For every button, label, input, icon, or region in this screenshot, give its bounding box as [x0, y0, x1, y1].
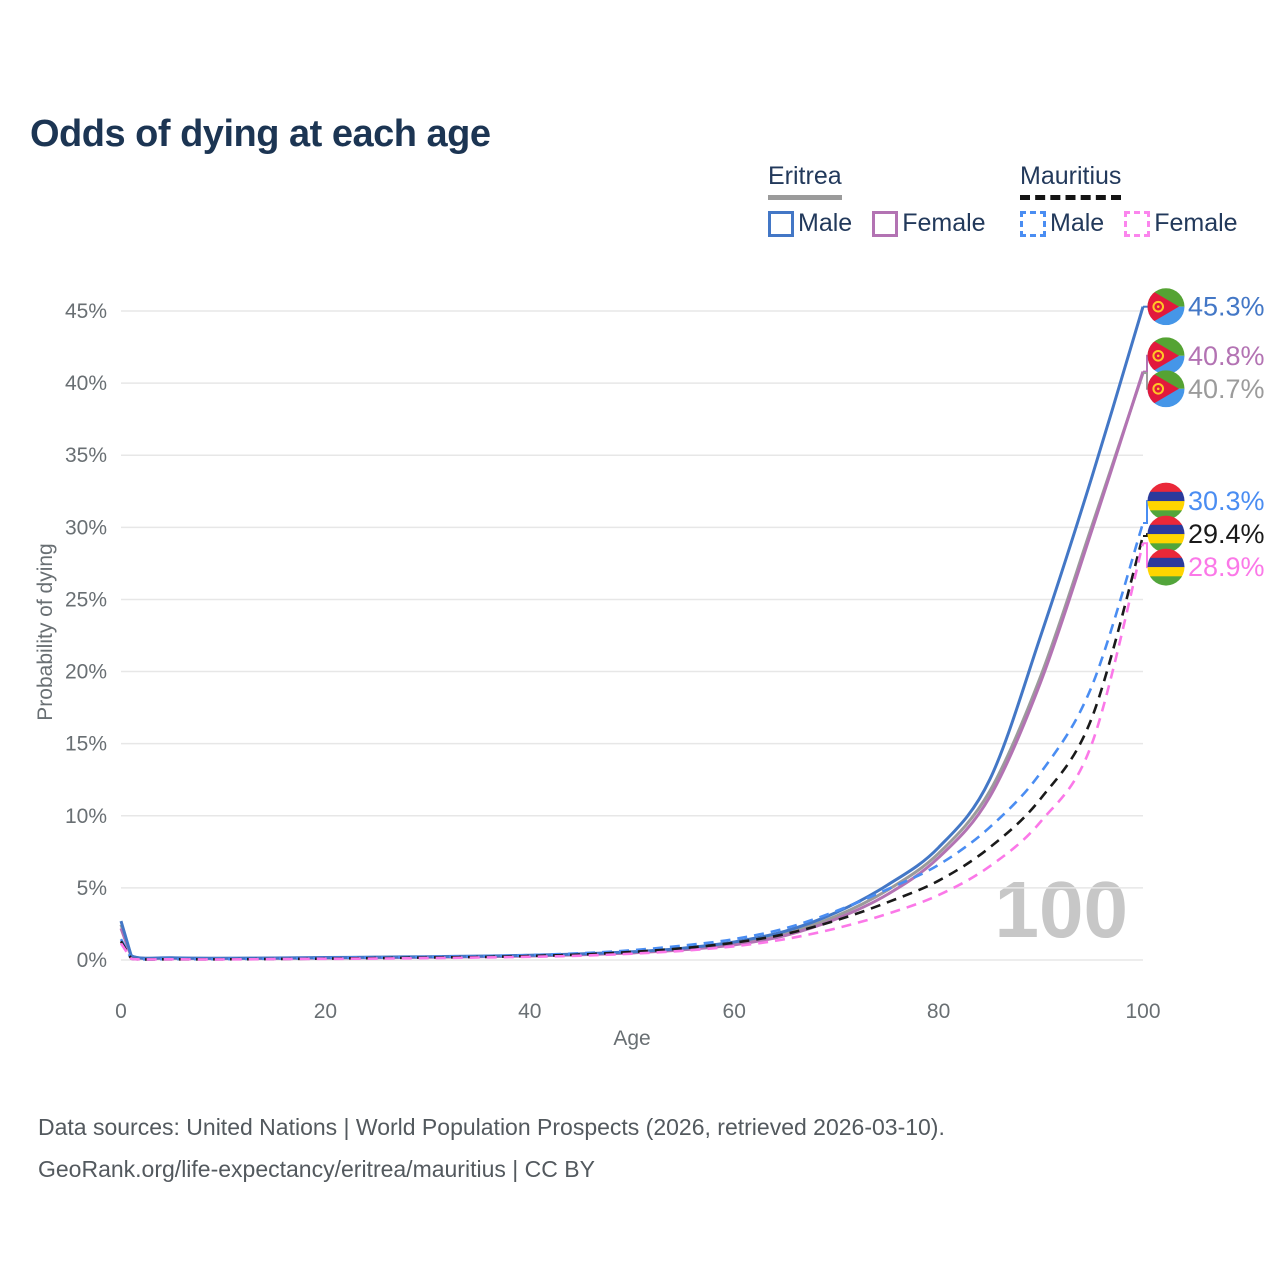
y-tick-label: 30% [65, 516, 107, 539]
mauritius-male-line-swatch-icon [1020, 210, 1046, 237]
eritrea-male-line-swatch-icon [768, 210, 794, 237]
y-tick-label: 25% [65, 588, 107, 611]
x-tick-label: 80 [927, 1000, 950, 1023]
x-tick-label: 60 [723, 1000, 746, 1023]
series-line-eritrea [119, 372, 1145, 960]
legend-eritrea-female-label: Female [902, 209, 986, 237]
y-tick-label: 45% [65, 300, 107, 323]
flag-icon-eritrea [1147, 288, 1185, 326]
legend-mauritius-male-label: Male [1050, 209, 1105, 237]
mauritius-female-line-swatch-icon [1124, 210, 1151, 237]
flag-icon-mauritius [1147, 548, 1185, 586]
series-line-mauritius-female [119, 542, 1145, 961]
page-title: Odds of dying at each age [30, 113, 491, 156]
end-value-label-mauritius: 29.4% [1188, 519, 1265, 549]
footer-source-line: Data sources: United Nations | World Pop… [38, 1114, 945, 1140]
eritrea-female-line-swatch-icon [872, 210, 899, 237]
x-axis-title: Age [613, 1027, 651, 1050]
legend-mauritius-label: Mauritius [1020, 162, 1122, 200]
y-tick-label: 10% [65, 805, 107, 828]
x-tick-label: 20 [314, 1000, 337, 1023]
legend-eritrea-label: Eritrea [768, 162, 842, 200]
flag-icon-mauritius [1147, 515, 1185, 553]
series-line-eritrea-female [119, 371, 1145, 961]
legend-mauritius-male[interactable]: Male [1020, 209, 1104, 238]
end-label-connector [1143, 372, 1150, 390]
footer: Data sources: United Nations | World Pop… [38, 1106, 945, 1190]
y-tick-label: 20% [65, 661, 107, 684]
end-value-label-mauritius-male: 30.3% [1188, 486, 1265, 516]
legend-eritrea-male[interactable]: Male [768, 209, 852, 238]
age-counter-watermark: 100 [994, 865, 1128, 954]
legend-mauritius-items: Male Female [1020, 209, 1258, 242]
end-value-label-eritrea-male: 45.3% [1188, 292, 1265, 322]
end-label-connector [1143, 542, 1150, 569]
flag-icon-mauritius [1147, 482, 1185, 520]
x-tick-label: 100 [1125, 1000, 1160, 1023]
y-tick-label: 40% [65, 372, 107, 395]
end-value-label-eritrea: 40.7% [1188, 374, 1265, 404]
legend-mauritius-female[interactable]: Female [1124, 209, 1238, 238]
end-label-connector [1143, 354, 1150, 373]
y-tick-label: 15% [65, 733, 107, 756]
y-tick-label: 5% [77, 877, 107, 900]
legend-mauritius-female-label: Female [1154, 209, 1238, 237]
legend-eritrea-items: Male Female [768, 209, 1006, 242]
legend-group-eritrea: Eritrea Male Female [768, 162, 1006, 242]
x-tick-label: 0 [115, 1000, 127, 1023]
x-tick-label: 40 [518, 1000, 541, 1023]
series-line-mauritius-male [119, 522, 1145, 961]
end-label-connector [1143, 533, 1150, 537]
flag-icon-eritrea [1147, 337, 1185, 375]
end-value-label-mauritius-female: 28.9% [1188, 552, 1265, 582]
end-value-label-eritrea-female: 40.8% [1188, 341, 1265, 371]
footer-link-line: GeoRank.org/life-expectancy/eritrea/maur… [38, 1156, 595, 1182]
y-axis-title: Probability of dying [34, 543, 57, 721]
series-line-mauritius [119, 535, 1145, 961]
legend-eritrea-female[interactable]: Female [872, 209, 986, 238]
y-tick-label: 35% [65, 444, 107, 467]
flag-icon-eritrea [1147, 370, 1185, 408]
end-label-connector [1143, 500, 1150, 524]
legend-eritrea-male-label: Male [798, 209, 853, 237]
series-line-eritrea-male [119, 306, 1145, 960]
y-tick-label: 0% [77, 949, 107, 972]
legend-group-mauritius: Mauritius Male Female [1020, 162, 1258, 242]
